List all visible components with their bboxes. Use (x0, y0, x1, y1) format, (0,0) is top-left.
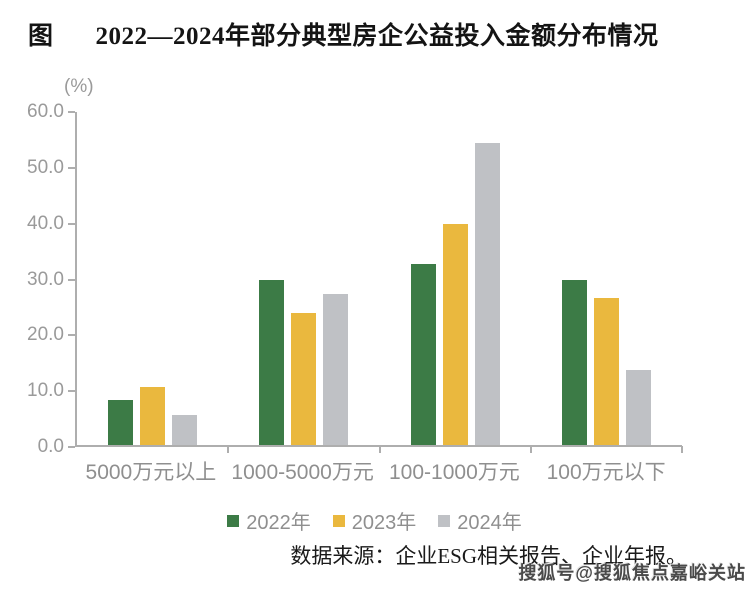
y-tick-label: 60.0 (27, 101, 64, 122)
bar-groups (77, 112, 683, 453)
bar-2024年-100-1000万元 (474, 143, 500, 445)
legend: 2022年 2023年 2024年 (0, 506, 749, 535)
x-axis-label: 5000万元以上 (85, 461, 217, 484)
x-axis-label: 100万元以下 (546, 461, 666, 484)
bar-2022年-100-1000万元 (410, 264, 436, 445)
y-tick-mark (68, 166, 75, 169)
x-axis-label: 1000-5000万元 (231, 461, 374, 484)
chart-title: 2022—2024年部分典型房企公益投入金额分布情况 (95, 23, 659, 50)
watermark: 搜狐号@搜狐焦点嘉峪关站 (518, 563, 746, 583)
y-tick-label: 40.0 (27, 212, 64, 234)
bar-group-2 (228, 112, 381, 453)
legend-swatch-icon (332, 514, 345, 527)
y-tick-label: 10.0 (27, 380, 64, 402)
bar-2022年-1000-5000万元 (259, 280, 285, 445)
y-tick-mark (68, 390, 75, 393)
bar-2023年-100-1000万元 (442, 224, 468, 445)
x-tick-mark (529, 446, 532, 453)
legend-label: 2023年 (351, 512, 417, 534)
legend-label: 2022年 (246, 512, 311, 534)
bar-2022年-100万元以下 (561, 280, 587, 445)
legend-item-2023年: 2023年 (332, 506, 417, 535)
x-axis-label: 100-1000万元 (389, 461, 520, 484)
bar-2023年-5000万元以上 (140, 387, 166, 445)
legend-item-2024年: 2024年 (438, 506, 522, 535)
chart-title-prefix: 图 (28, 23, 54, 50)
y-tick-mark (68, 222, 75, 225)
y-tick-label: 50.0 (27, 156, 64, 178)
bar-group-4 (531, 112, 683, 453)
bar-2024年-1000-5000万元 (323, 294, 349, 445)
x-tick-mark (227, 446, 230, 453)
y-tick-label: 20.0 (27, 324, 64, 346)
y-tick-label: 30.0 (27, 268, 64, 290)
source-note: 数据来源：企业ESG相关报告、企业年报。 (290, 544, 687, 568)
y-axis-unit-label: (%) (64, 76, 94, 97)
legend-swatch-icon (438, 514, 451, 527)
plot-area (75, 112, 683, 453)
y-tick-label: 0.0 (37, 436, 64, 457)
bar-2022年-5000万元以上 (108, 400, 134, 445)
x-tick-mark (681, 446, 683, 453)
bar-2024年-100万元以下 (625, 370, 651, 445)
y-tick-mark (68, 334, 75, 337)
chart-title-row: 图 2022—2024年部分典型房企公益投入金额分布情况 (28, 16, 659, 52)
y-tick-mark (68, 446, 75, 448)
y-tick-mark (68, 111, 75, 113)
legend-swatch-icon (227, 514, 240, 527)
x-tick-mark (378, 446, 381, 453)
x-axis-labels: 5000万元以上 1000-5000万元 100-1000万元 100万元以下 (75, 456, 682, 486)
bar-group-3 (380, 112, 532, 453)
bar-2023年-1000-5000万元 (291, 313, 317, 445)
y-tick-mark (68, 278, 75, 281)
bar-2023年-100万元以下 (593, 298, 619, 445)
bar-2024年-5000万元以上 (172, 415, 198, 445)
legend-label: 2024年 (457, 512, 522, 534)
legend-item-2022年: 2022年 (227, 506, 311, 535)
bar-group-1 (77, 112, 230, 453)
